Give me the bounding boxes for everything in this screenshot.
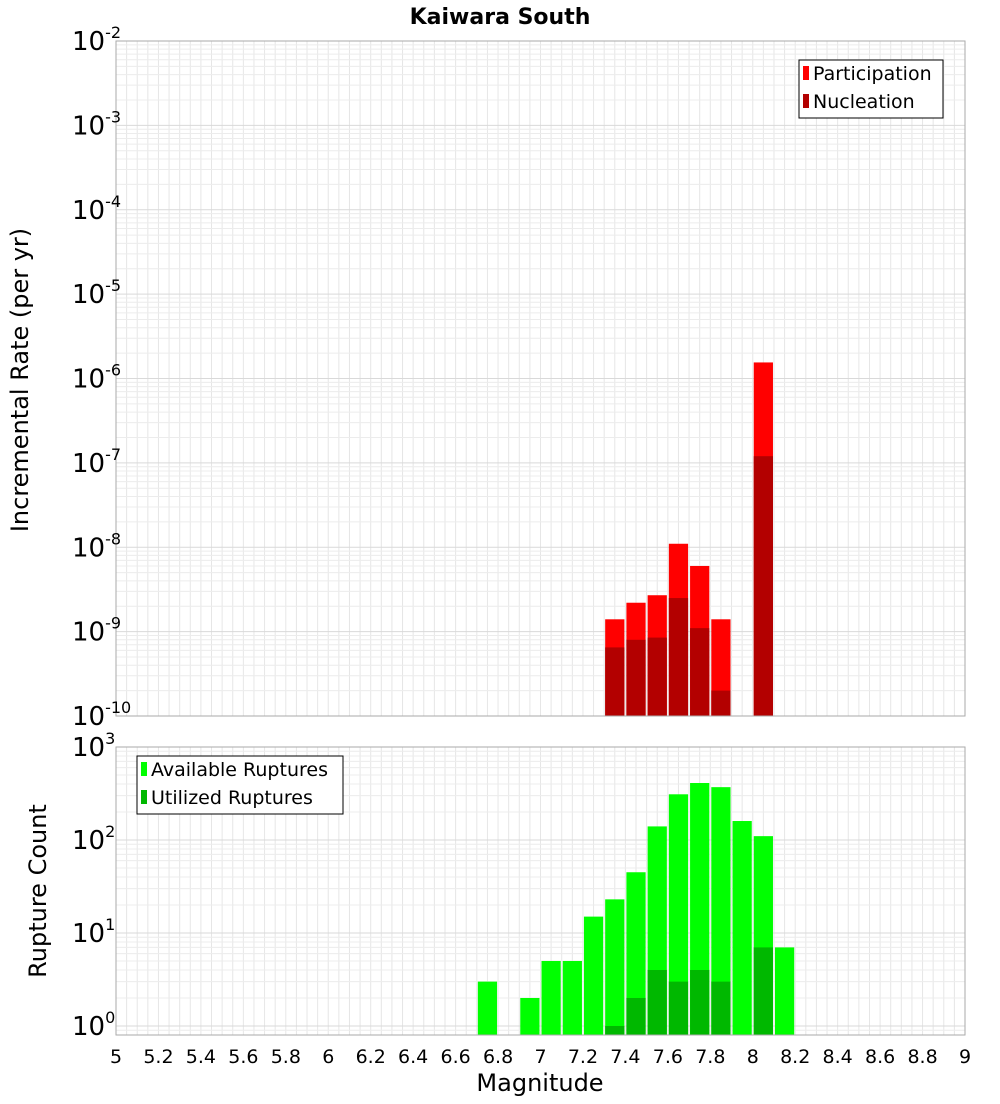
count-y-tick-label: 102 — [72, 822, 115, 856]
count-x-tick-label: 8.8 — [907, 1046, 937, 1068]
count-x-tick-label: 5 — [110, 1046, 122, 1068]
count-legend-box — [136, 755, 344, 815]
count-y-tick-label: 101 — [72, 915, 115, 949]
count-legend-label: Utilized Ruptures — [151, 787, 313, 809]
count-plot-frame — [115, 746, 966, 1036]
count-legend-label: Available Ruptures — [151, 759, 328, 781]
count-bar — [668, 794, 689, 1035]
count-bar — [541, 960, 561, 1035]
rate-y-tick-label: 10-7 — [72, 445, 121, 479]
count-y-tick-label: 103 — [72, 729, 115, 763]
rate-bar — [711, 690, 731, 716]
count-x-tick-label: 6.2 — [356, 1046, 386, 1068]
count-bar — [605, 899, 625, 1035]
count-bar — [668, 981, 689, 1035]
count-x-tick-label: 7 — [534, 1046, 546, 1068]
count-x-tick-label: 8 — [747, 1046, 759, 1068]
count-x-tick-label: 8.6 — [865, 1046, 895, 1068]
count-x-tick-label: 5.4 — [186, 1046, 216, 1068]
rate-legend: Participation Nucleation — [798, 59, 944, 119]
count-bar — [647, 969, 667, 1035]
count-bar — [583, 916, 604, 1035]
count-bar — [732, 821, 752, 1035]
count-x-tick-label: 7.8 — [695, 1046, 725, 1068]
rate-y-tick-label: 10-9 — [72, 614, 121, 648]
count-x-tick-label: 5.8 — [271, 1046, 301, 1068]
rate-y-tick-label: 10-3 — [72, 107, 121, 141]
count-x-tick-label: 6.8 — [483, 1046, 513, 1068]
x-axis-label: Magnitude — [476, 1069, 603, 1097]
chart-title: Kaiwara South — [410, 5, 591, 30]
count-x-tick-label: 7.6 — [653, 1046, 683, 1068]
count-series-utilized-ruptures — [605, 947, 773, 1035]
count-x-tick-label: 6.4 — [398, 1046, 428, 1068]
rate-bar — [626, 639, 646, 716]
rate-y-tick-label: 10-10 — [72, 698, 131, 732]
rate-legend-swatch — [803, 66, 809, 80]
count-bar — [626, 872, 646, 1035]
count-bar — [711, 787, 731, 1035]
count-x-tick-label: 5.6 — [228, 1046, 258, 1068]
rate-bar — [647, 637, 667, 716]
count-x-tick-label: 7.4 — [610, 1046, 640, 1068]
rate-legend-box — [798, 59, 944, 119]
rate-bar — [753, 456, 773, 716]
count-x-tick-label: 8.4 — [823, 1046, 853, 1068]
rate-panel: 10-10 10-9 10-8 10-7 10-6 10-5 10-4 10-3 10-2 Par… — [72, 23, 966, 732]
count-x-tick-label: 8.2 — [780, 1046, 810, 1068]
count-x-tick-label: 5.2 — [143, 1046, 173, 1068]
rate-legend-swatch — [803, 94, 809, 108]
rate-legend-label: Nucleation — [813, 91, 915, 113]
rate-y-tick-label: 10-5 — [72, 276, 121, 310]
rate-bar — [690, 628, 710, 716]
count-legend-swatch — [141, 790, 147, 804]
count-legend-swatch — [141, 762, 147, 776]
count-grid — [115, 746, 966, 1036]
rate-y-tick-label: 10-2 — [72, 23, 121, 57]
count-bar — [626, 997, 646, 1035]
rate-bar — [668, 598, 689, 716]
count-bar — [520, 997, 540, 1035]
count-bar — [753, 947, 773, 1035]
rate-y-tick-label: 10-4 — [72, 192, 121, 226]
count-bar — [711, 981, 731, 1035]
count-x-tick-label: 6 — [322, 1046, 334, 1068]
rate-legend-label: Participation — [813, 63, 932, 85]
rate-y-axis-label: Incremental Rate (per yr) — [6, 228, 34, 532]
count-x-tick-label: 6.6 — [440, 1046, 470, 1068]
rate-grid — [115, 40, 966, 717]
count-bar — [562, 960, 582, 1035]
count-y-tick-label: 100 — [72, 1008, 115, 1042]
count-bar — [774, 947, 795, 1035]
rate-y-tick-label: 10-8 — [72, 529, 121, 563]
rate-y-tick-label: 10-6 — [72, 361, 121, 395]
count-x-tick-label: 9 — [959, 1046, 971, 1068]
count-bar — [690, 969, 710, 1035]
rate-bar — [605, 647, 625, 716]
rate-plot-frame — [115, 40, 966, 717]
count-bar — [605, 1025, 625, 1035]
count-x-tick-label: 7.2 — [568, 1046, 598, 1068]
rate-series-nucleation — [605, 456, 773, 716]
count-legend: Available Ruptures Utilized Ruptures — [136, 755, 344, 815]
count-y-axis-label: Rupture Count — [24, 804, 52, 978]
count-bar — [477, 981, 498, 1035]
